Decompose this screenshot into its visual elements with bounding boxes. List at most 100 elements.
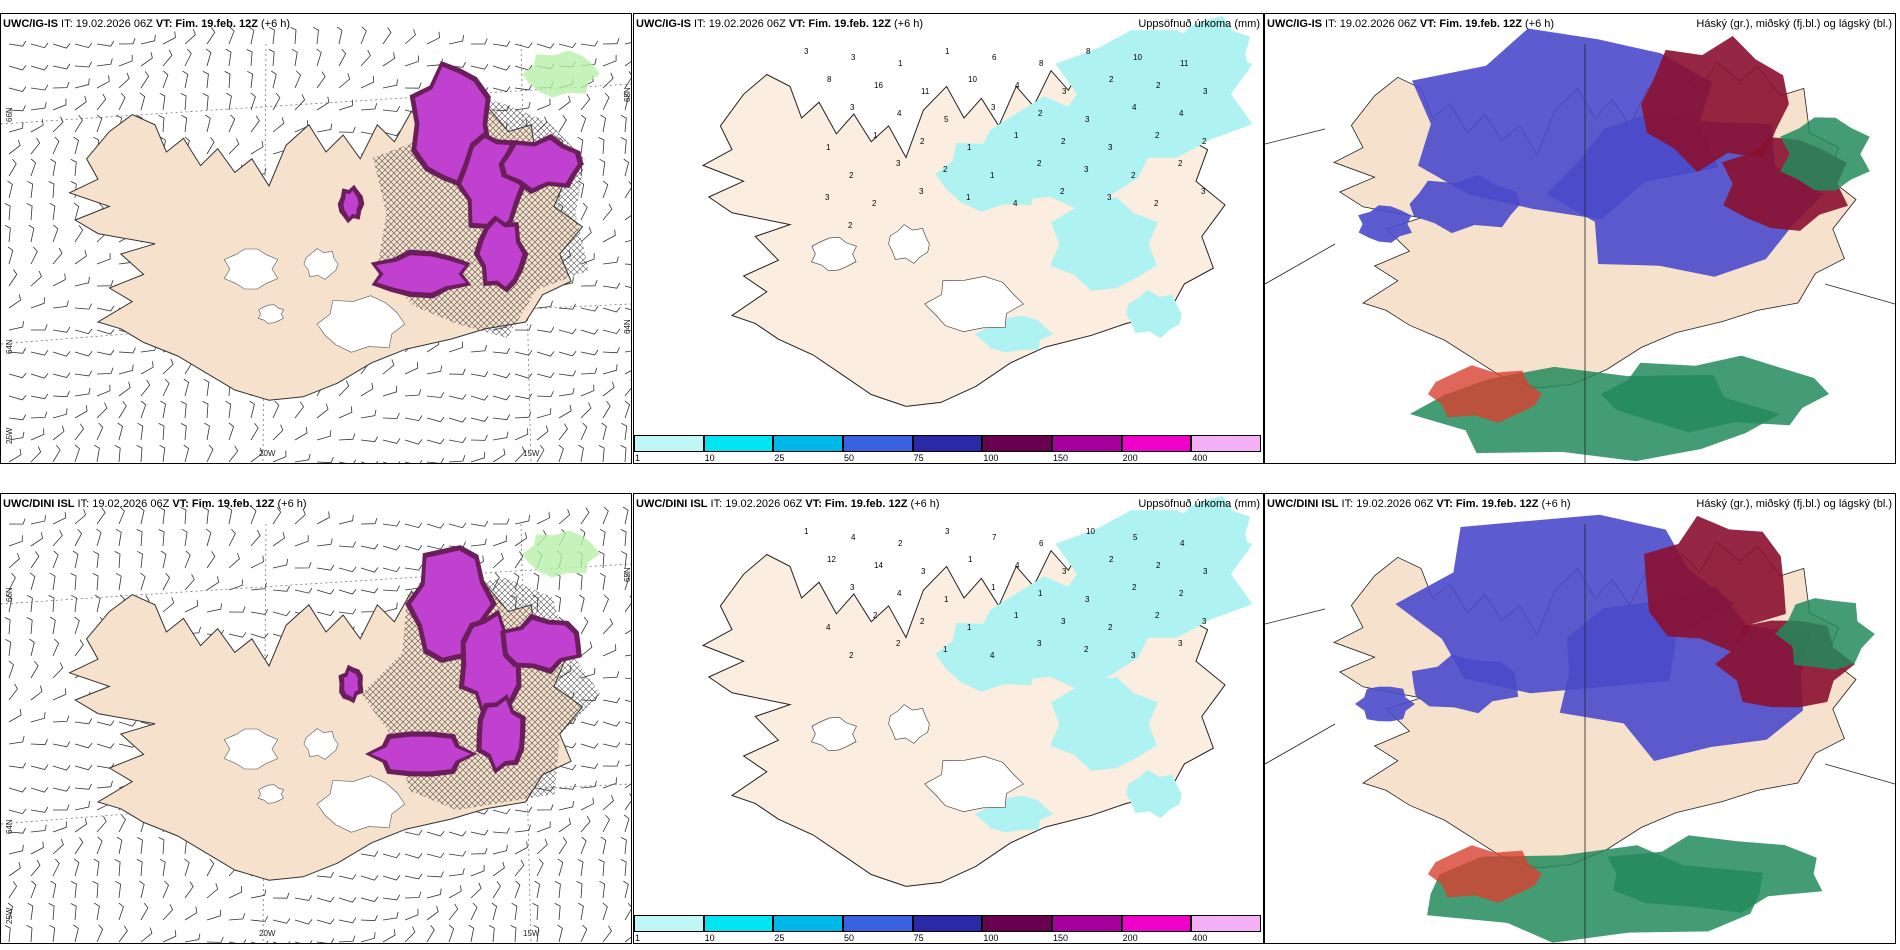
- wind-barb: [360, 460, 379, 463]
- wind-barb: [29, 638, 35, 657]
- wind-barb: [492, 881, 501, 899]
- precip-value: 2: [849, 171, 854, 180]
- wind-barb: [620, 137, 627, 155]
- precip-value: 1: [898, 59, 903, 68]
- wind-barb: [426, 458, 445, 463]
- snow-area: [504, 139, 578, 189]
- panel-wind-snow-igis: 20W 15W 66N 64N 25W 65N 64N UWC/IG-IS IT: 19.02…: [0, 13, 632, 464]
- wind-barb: [118, 400, 127, 419]
- wind-barb: [8, 827, 26, 834]
- wind-barb: [96, 402, 108, 419]
- wind-barb: [470, 371, 489, 377]
- vt-label: VT:: [172, 498, 192, 510]
- wind-barb: [470, 416, 489, 422]
- precip-value: 2: [1155, 131, 1160, 140]
- wind-barb: [470, 882, 482, 899]
- wind-barb: [226, 506, 233, 525]
- wind-barb: [70, 159, 77, 177]
- wind-barb: [620, 445, 627, 463]
- precip-area: [1050, 197, 1158, 291]
- lead-time: (+6 h): [894, 18, 924, 30]
- wind-barb: [624, 400, 631, 419]
- precip-value: 2: [1178, 159, 1183, 168]
- wind-barb: [338, 917, 357, 924]
- wind-barb: [74, 639, 84, 657]
- wind-barb: [624, 902, 631, 921]
- wind-barb: [514, 350, 533, 356]
- wind-barb: [316, 71, 326, 89]
- wind-barb: [180, 401, 187, 419]
- wind-barb: [92, 881, 99, 899]
- wind-barb: [470, 63, 489, 70]
- wind-barb: [52, 408, 68, 419]
- wind-barb: [338, 541, 356, 548]
- longitude-label: 20W: [259, 929, 276, 938]
- wind-barb: [558, 783, 576, 790]
- init-time: 19.02.2026 06Z: [725, 498, 806, 510]
- lead-time: (+6 h): [910, 498, 940, 510]
- wind-barb: [8, 735, 25, 745]
- wind-barb: [96, 924, 104, 943]
- wind-barb: [271, 70, 277, 89]
- wind-barb: [536, 351, 555, 357]
- wind-barb: [74, 783, 92, 790]
- wind-barb: [426, 888, 442, 899]
- wind-barb: [250, 582, 267, 591]
- wind-barb: [136, 445, 143, 463]
- lead-time: (+6 h): [261, 18, 291, 30]
- wind-barb: [96, 507, 106, 525]
- wind-barb: [558, 818, 571, 833]
- precip-value: 2: [1109, 555, 1114, 564]
- wind-barb: [205, 528, 212, 547]
- wind-barb: [228, 913, 246, 921]
- wind-barb: [7, 180, 13, 199]
- wind-barb: [580, 641, 593, 657]
- wind-barb: [96, 367, 114, 375]
- wind-barb: [580, 720, 599, 726]
- wind-barb: [514, 446, 526, 463]
- wind-barb: [470, 847, 488, 855]
- wind-barb: [8, 347, 26, 354]
- wind-barb: [139, 880, 145, 899]
- map-canvas: 1423761054121431432233411132242211322322…: [701, 495, 1253, 887]
- precip-value: 2: [920, 617, 925, 626]
- precip-value: 3: [850, 103, 855, 112]
- wind-barb: [602, 92, 610, 111]
- wind-barb: [624, 677, 631, 680]
- wind-barb: [470, 538, 487, 547]
- colorbar-tick-label: 1: [635, 933, 641, 943]
- wind-barb: [48, 595, 55, 613]
- glacier: [924, 755, 1024, 813]
- wind-barb: [8, 787, 27, 793]
- glacier: [316, 775, 406, 833]
- wind-barb: [52, 116, 64, 133]
- wind-barb: [294, 919, 313, 925]
- precip-value: 3: [1201, 187, 1206, 196]
- wind-barb: [382, 385, 398, 397]
- wind-barb: [8, 683, 18, 701]
- colorbar-swatch: [773, 435, 843, 452]
- precip-value: 6: [1039, 539, 1044, 548]
- colorbar-swatch: [1121, 915, 1192, 932]
- wind-barb: [576, 573, 583, 591]
- wind-barb: [624, 743, 631, 746]
- wind-barb: [533, 924, 540, 943]
- precip-value: 2: [1155, 611, 1160, 620]
- wind-barb: [426, 924, 435, 943]
- wind-barb: [580, 924, 588, 943]
- wind-barb: [48, 903, 55, 921]
- wind-barb: [514, 428, 529, 441]
- wind-barb: [511, 902, 518, 921]
- wind-barb: [162, 70, 169, 89]
- precip-value: 3: [851, 53, 856, 62]
- wind-barb: [30, 841, 44, 855]
- precip-value: 2: [1037, 159, 1042, 168]
- wind-barb: [115, 880, 122, 899]
- wind-barb: [272, 532, 285, 547]
- wind-barb: [225, 400, 232, 419]
- precip-value: 3: [825, 193, 830, 202]
- precip-value: 1: [1038, 589, 1043, 598]
- wind-barb: [228, 422, 235, 441]
- wind-barb: [404, 439, 423, 445]
- wind-barb: [338, 608, 357, 615]
